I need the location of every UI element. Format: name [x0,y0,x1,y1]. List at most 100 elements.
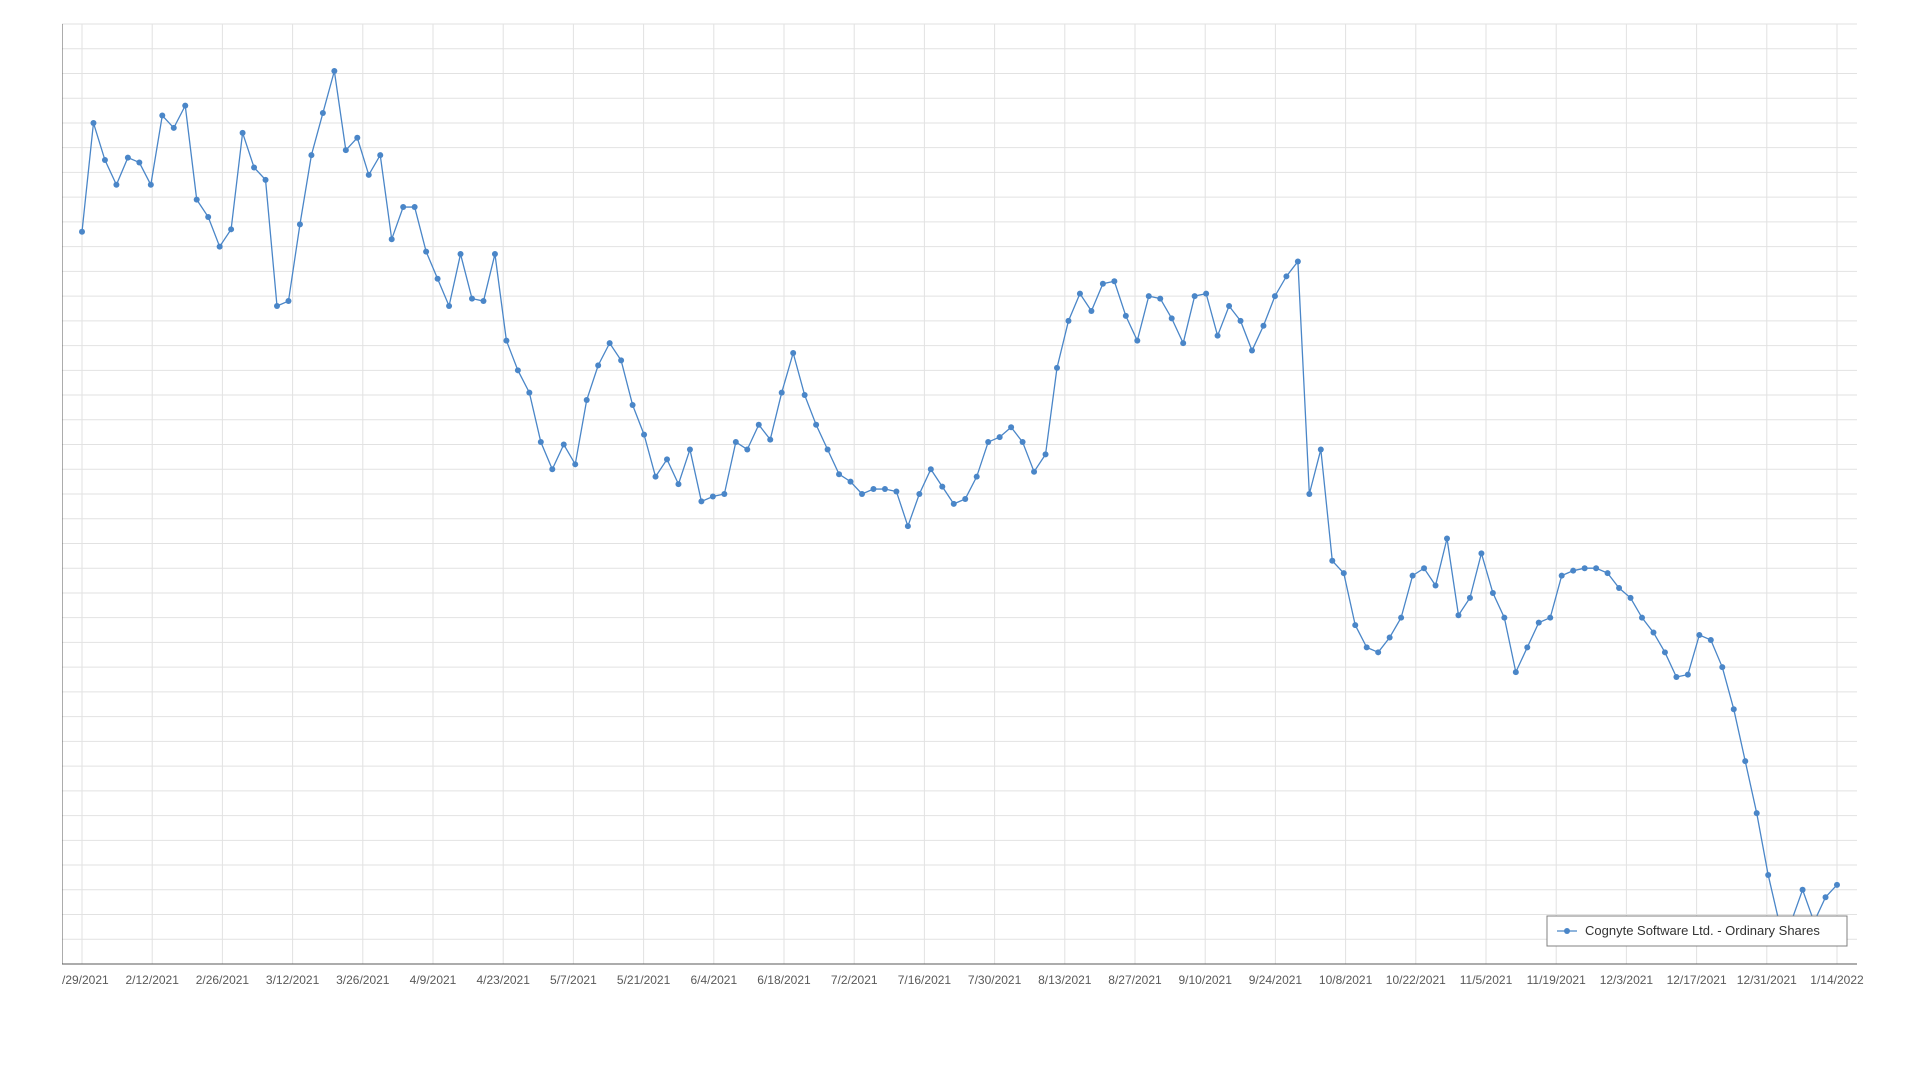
data-point[interactable] [664,456,670,462]
data-point[interactable] [893,489,899,495]
data-point[interactable] [1387,634,1393,640]
data-point[interactable] [882,486,888,492]
data-point[interactable] [492,251,498,257]
data-point[interactable] [1467,595,1473,601]
data-point[interactable] [1215,333,1221,339]
data-point[interactable] [1605,570,1611,576]
data-point[interactable] [1696,632,1702,638]
data-point[interactable] [377,152,383,158]
data-point[interactable] [1547,615,1553,621]
data-point[interactable] [1065,318,1071,324]
data-point[interactable] [1593,565,1599,571]
data-point[interactable] [641,432,647,438]
data-point[interactable] [148,182,154,188]
data-point[interactable] [836,471,842,477]
data-point[interactable] [1536,620,1542,626]
data-point[interactable] [939,484,945,490]
data-point[interactable] [343,147,349,153]
data-point[interactable] [1341,570,1347,576]
data-point[interactable] [217,244,223,250]
data-point[interactable] [1054,365,1060,371]
data-point[interactable] [1501,615,1507,621]
data-point[interactable] [251,164,257,170]
data-point[interactable] [503,338,509,344]
data-point[interactable] [561,442,567,448]
data-point[interactable] [802,392,808,398]
data-point[interactable] [1043,451,1049,457]
data-point[interactable] [423,249,429,255]
data-point[interactable] [194,197,200,203]
data-point[interactable] [549,466,555,472]
data-point[interactable] [1478,550,1484,556]
data-point[interactable] [389,236,395,242]
data-point[interactable] [1410,573,1416,579]
data-point[interactable] [1650,630,1656,636]
data-point[interactable] [1318,446,1324,452]
data-point[interactable] [1513,669,1519,675]
data-point[interactable] [1100,281,1106,287]
data-point[interactable] [458,251,464,257]
data-point[interactable] [1111,278,1117,284]
data-point[interactable] [182,103,188,109]
data-point[interactable] [1524,644,1530,650]
data-point[interactable] [1800,887,1806,893]
data-point[interactable] [228,226,234,232]
data-point[interactable] [1123,313,1129,319]
data-point[interactable] [584,397,590,403]
data-point[interactable] [480,298,486,304]
data-point[interactable] [171,125,177,131]
data-point[interactable] [595,362,601,368]
data-point[interactable] [710,493,716,499]
data-point[interactable] [1146,293,1152,299]
data-point[interactable] [1272,293,1278,299]
data-point[interactable] [905,523,911,529]
data-point[interactable] [974,474,980,480]
data-point[interactable] [331,68,337,74]
data-point[interactable] [1169,315,1175,321]
data-point[interactable] [1639,615,1645,621]
data-point[interactable] [1455,612,1461,618]
data-point[interactable] [630,402,636,408]
data-point[interactable] [1306,491,1312,497]
data-point[interactable] [263,177,269,183]
data-point[interactable] [1823,894,1829,900]
data-point[interactable] [1295,258,1301,264]
data-point[interactable] [951,501,957,507]
data-point[interactable] [698,498,704,504]
data-point[interactable] [240,130,246,136]
data-point[interactable] [1398,615,1404,621]
data-point[interactable] [79,229,85,235]
data-point[interactable] [1020,439,1026,445]
data-point[interactable] [790,350,796,356]
data-point[interactable] [102,157,108,163]
data-point[interactable] [1077,291,1083,297]
data-point[interactable] [825,446,831,452]
data-point[interactable] [159,113,165,119]
data-point[interactable] [653,474,659,480]
data-point[interactable] [125,155,131,161]
data-point[interactable] [1616,585,1622,591]
data-point[interactable] [354,135,360,141]
data-point[interactable] [1192,293,1198,299]
data-point[interactable] [469,296,475,302]
data-point[interactable] [928,466,934,472]
data-point[interactable] [412,204,418,210]
data-point[interactable] [526,390,532,396]
data-point[interactable] [1031,469,1037,475]
data-point[interactable] [1754,810,1760,816]
data-point[interactable] [1444,536,1450,542]
data-point[interactable] [1433,583,1439,589]
data-point[interactable] [962,496,968,502]
data-point[interactable] [997,434,1003,440]
data-point[interactable] [1238,318,1244,324]
data-point[interactable] [1731,706,1737,712]
data-point[interactable] [446,303,452,309]
data-point[interactable] [1088,308,1094,314]
data-point[interactable] [1203,291,1209,297]
data-point[interactable] [136,160,142,166]
data-point[interactable] [1490,590,1496,596]
data-point[interactable] [1834,882,1840,888]
data-point[interactable] [538,439,544,445]
data-point[interactable] [205,214,211,220]
data-point[interactable] [90,120,96,126]
